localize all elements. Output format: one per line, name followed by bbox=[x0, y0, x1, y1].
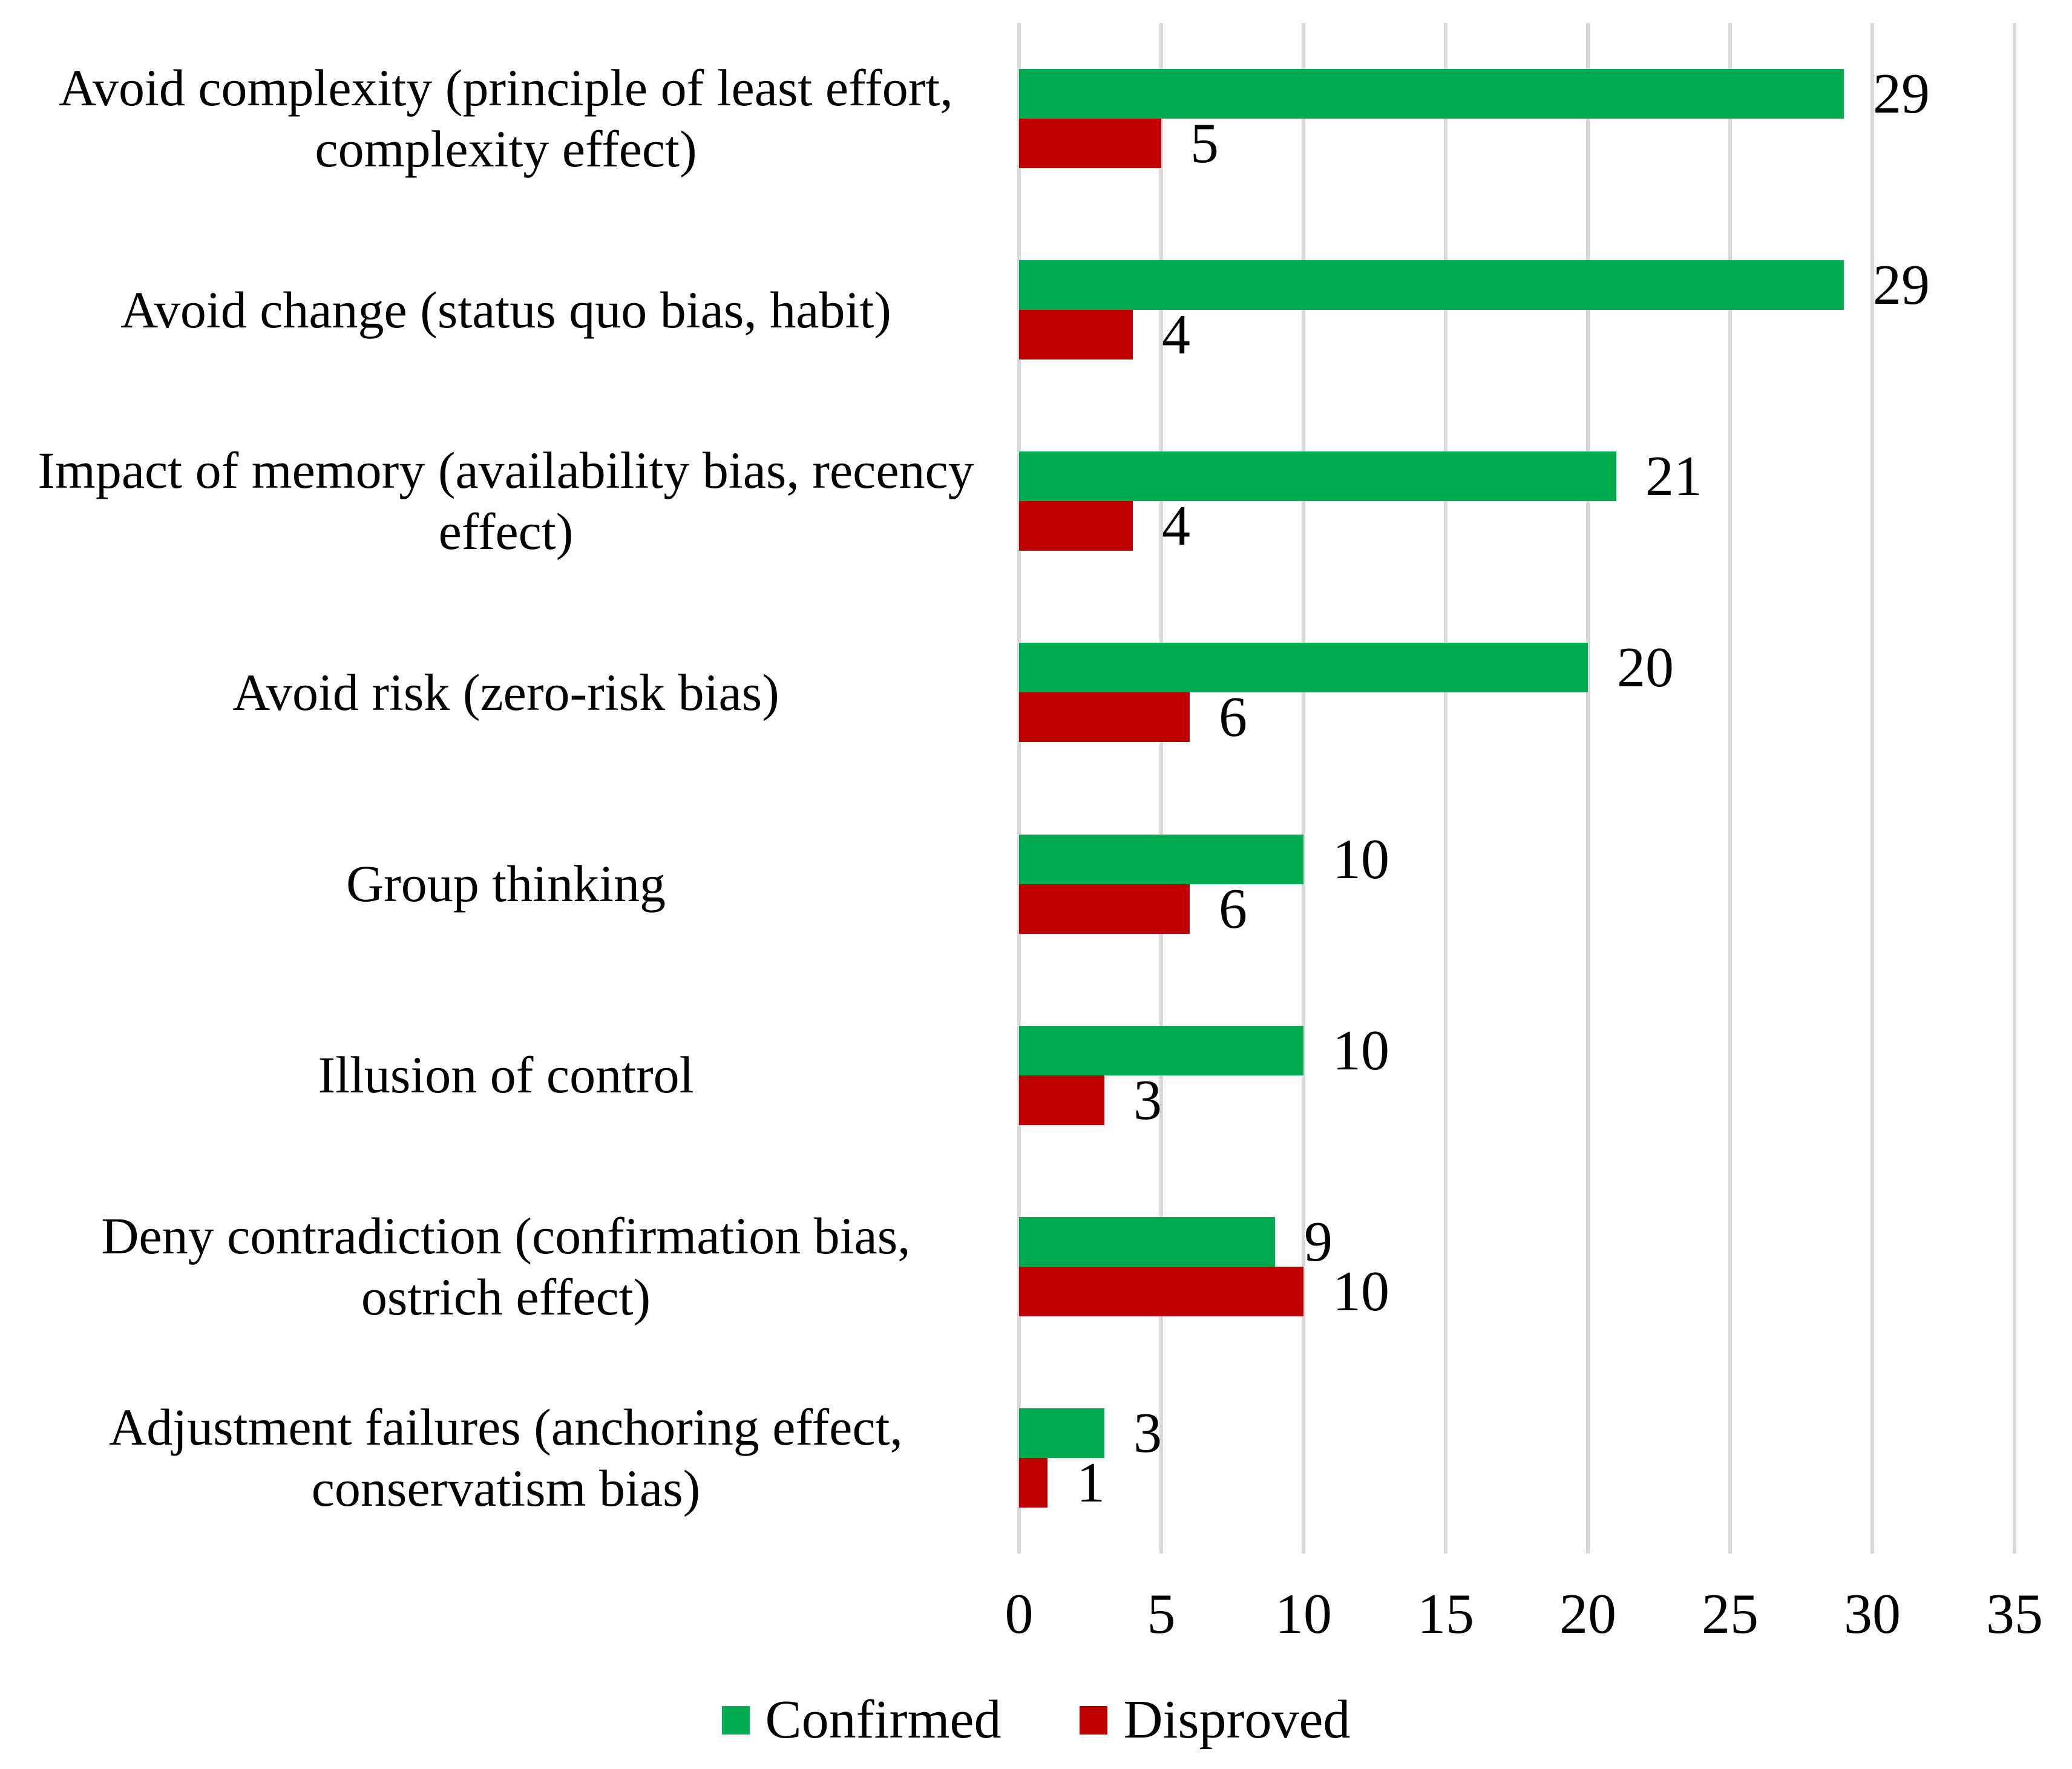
x-axis-tick-label: 10 bbox=[1275, 1583, 1332, 1646]
confirmed-bar bbox=[1019, 643, 1588, 693]
confirmed-bar bbox=[1019, 1025, 1303, 1075]
category-label-line: effect) bbox=[438, 502, 574, 561]
category-label-line: Group thinking bbox=[346, 855, 666, 913]
confirmed-bar bbox=[1019, 69, 1844, 119]
category-axis: Avoid complexity (principle of least eff… bbox=[0, 23, 1012, 1554]
confirmed-value-label: 20 bbox=[1617, 636, 1674, 700]
category-label-line: Avoid risk (zero-risk bias) bbox=[232, 663, 779, 721]
disproved-value-label: 4 bbox=[1162, 303, 1190, 367]
legend-label-disproved: Disproved bbox=[1123, 1690, 1351, 1750]
disproved-value-label: 5 bbox=[1190, 112, 1219, 176]
x-axis-tick-label: 0 bbox=[1005, 1583, 1034, 1646]
confirmed-value-label: 10 bbox=[1333, 1019, 1389, 1082]
confirmed-bar bbox=[1019, 1216, 1275, 1267]
legend-label-confirmed: Confirmed bbox=[765, 1690, 1002, 1750]
gridline bbox=[2013, 23, 2016, 1554]
disproved-value-label: 1 bbox=[1077, 1451, 1105, 1514]
gridline bbox=[1728, 23, 1732, 1554]
category-label-line: conservatism bias) bbox=[311, 1459, 701, 1517]
category-label-line: ostrich effect) bbox=[361, 1267, 651, 1326]
x-axis-tick-label: 30 bbox=[1844, 1583, 1901, 1646]
disproved-value-label: 3 bbox=[1133, 1068, 1162, 1132]
legend-item-disproved: Disproved bbox=[1080, 1693, 1350, 1747]
category-label: Illusion of control bbox=[0, 980, 1012, 1171]
category-label: Deny contradiction (confirmation bias, os… bbox=[0, 1171, 1012, 1362]
disproved-value-label: 10 bbox=[1333, 1259, 1389, 1323]
legend-item-confirmed: Confirmed bbox=[721, 1690, 1002, 1750]
category-label-line: Avoid complexity (principle of least eff… bbox=[59, 59, 953, 117]
x-axis-tick-label: 25 bbox=[1702, 1583, 1759, 1646]
gridline bbox=[1302, 23, 1305, 1554]
disproved-bar bbox=[1019, 119, 1161, 169]
category-label: Avoid complexity (principle of least eff… bbox=[0, 23, 1012, 214]
x-axis: 0 5 10 15 20 25 30 35 bbox=[1005, 1583, 2044, 1652]
gridline bbox=[1444, 23, 1447, 1554]
disproved-bar bbox=[1019, 310, 1133, 360]
confirmed-bar bbox=[1019, 1408, 1104, 1458]
disproved-value-label: 6 bbox=[1219, 877, 1247, 940]
category-label: Adjustment failures (anchoring effect, co… bbox=[0, 1362, 1012, 1554]
legend: Confirmed Disproved bbox=[0, 1684, 2072, 1756]
disproved-bar bbox=[1019, 884, 1190, 934]
legend-swatch-disproved-icon bbox=[1080, 1705, 1108, 1735]
confirmed-value-label: 21 bbox=[1645, 445, 1702, 508]
confirmed-value-label: 29 bbox=[1873, 254, 1930, 317]
confirmed-bar bbox=[1019, 451, 1616, 502]
gridline bbox=[1017, 23, 1021, 1554]
disproved-bar bbox=[1019, 1075, 1104, 1125]
category-label: Avoid change (status quo bias, habit) bbox=[0, 214, 1012, 405]
disproved-bar bbox=[1019, 1457, 1047, 1508]
x-axis-tick-label: 15 bbox=[1417, 1583, 1474, 1646]
category-label: Avoid risk (zero-risk bias) bbox=[0, 597, 1012, 788]
gridline bbox=[1586, 23, 1590, 1554]
confirmed-bar bbox=[1019, 260, 1844, 310]
disproved-bar bbox=[1019, 1266, 1303, 1316]
category-label-line: complexity effect) bbox=[315, 120, 697, 179]
disproved-bar bbox=[1019, 501, 1133, 551]
confirmed-value-label: 9 bbox=[1304, 1210, 1333, 1273]
plot-area: 29 5 29 4 21 4 20 6 10 6 10 3 9 10 3 1 bbox=[1017, 23, 2016, 1554]
confirmed-bar bbox=[1019, 834, 1303, 884]
category-label-line: Avoid change (status quo bias, habit) bbox=[120, 280, 891, 339]
confirmed-value-label: 10 bbox=[1333, 827, 1389, 891]
category-label-line: Impact of memory (availability bias, rec… bbox=[38, 441, 974, 500]
gridline bbox=[1870, 23, 1874, 1554]
x-axis-tick-label: 35 bbox=[1986, 1583, 2043, 1646]
gridline bbox=[1159, 23, 1163, 1554]
disproved-bar bbox=[1019, 692, 1190, 743]
confirmed-value-label: 3 bbox=[1133, 1401, 1162, 1465]
disproved-value-label: 6 bbox=[1219, 686, 1247, 749]
category-label-line: Illusion of control bbox=[318, 1046, 694, 1104]
x-axis-tick-label: 20 bbox=[1559, 1583, 1616, 1646]
category-label: Group thinking bbox=[0, 789, 1012, 980]
x-axis-tick-label: 5 bbox=[1147, 1583, 1176, 1646]
disproved-value-label: 4 bbox=[1162, 494, 1190, 558]
confirmed-value-label: 29 bbox=[1873, 62, 1930, 126]
legend-swatch-confirmed-icon bbox=[721, 1705, 750, 1735]
category-label: Impact of memory (availability bias, rec… bbox=[0, 405, 1012, 597]
category-label-line: Adjustment failures (anchoring effect, bbox=[109, 1397, 903, 1456]
category-label-line: Deny contradiction (confirmation bias, bbox=[101, 1206, 911, 1265]
